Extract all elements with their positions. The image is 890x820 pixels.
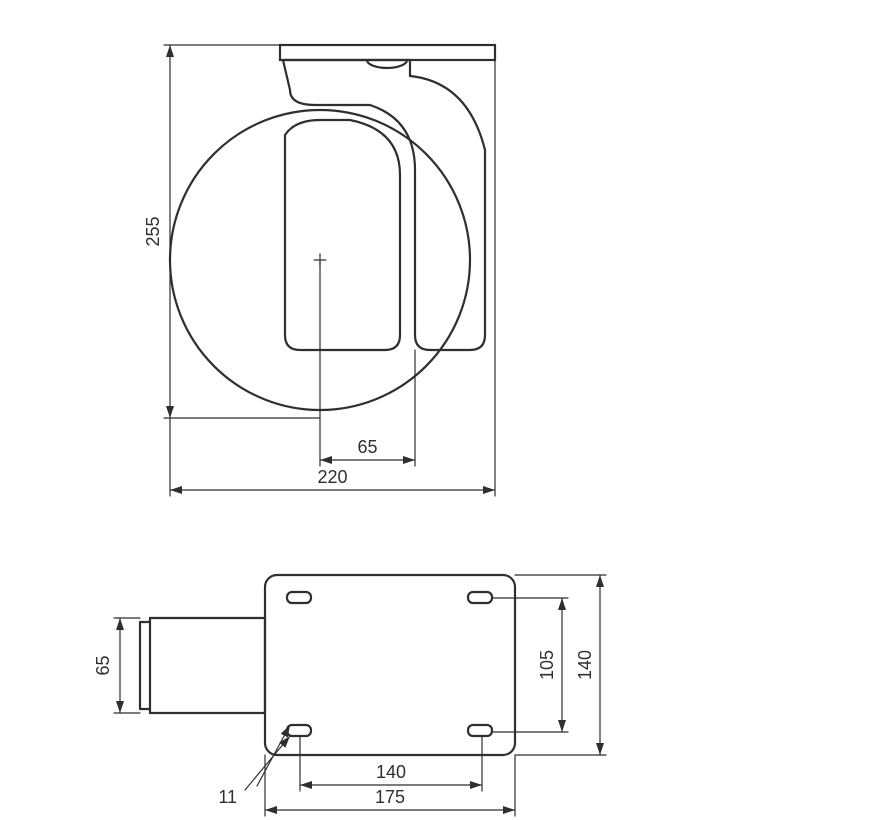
dimension-label: 220 [317, 467, 347, 487]
dimension-label: 140 [575, 650, 595, 680]
dimension: 220 [170, 45, 495, 496]
dimension-label: 140 [376, 762, 406, 782]
mounting-plate-side [280, 45, 495, 60]
dimension-label: 105 [537, 650, 557, 680]
dimension: 140 [300, 736, 482, 791]
mounting-slot [287, 592, 311, 603]
dimension-label: 11 [218, 787, 237, 807]
dimension-label: 255 [143, 216, 163, 246]
dimension-label: 65 [93, 655, 113, 675]
fork-outline [283, 60, 485, 350]
mounting-slot [287, 725, 311, 736]
dimension: 105 [492, 598, 568, 732]
top-view: 65 11 140 175 105 140 [93, 575, 606, 816]
dimension: 65 [93, 618, 140, 713]
dimension-label: 65 [357, 437, 377, 457]
dimension: 11 [218, 725, 290, 807]
engineering-drawing: 255 65 220 65 11 140 175 105 140 [0, 0, 890, 820]
fork-inner-slot [285, 120, 400, 350]
side-view: 255 65 220 [143, 45, 495, 496]
dimension: 255 [143, 45, 320, 418]
dimension-label: 175 [375, 787, 405, 807]
mounting-slot [468, 725, 492, 736]
mounting-slot [468, 592, 492, 603]
wheel-top-outline [150, 618, 265, 713]
dimension: 140 [515, 575, 606, 755]
